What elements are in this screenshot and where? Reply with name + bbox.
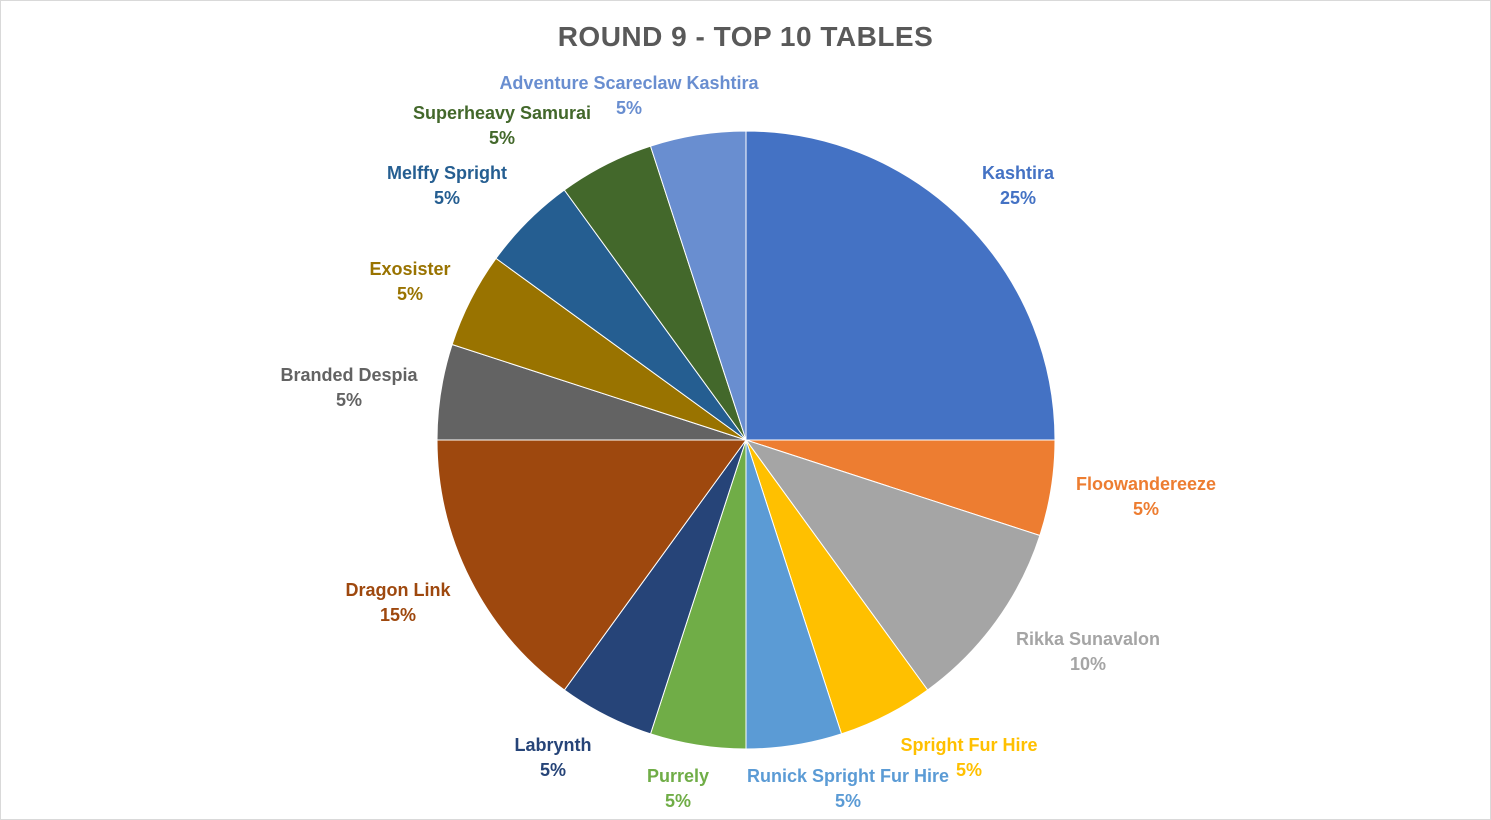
- pie-slice-dragon-link: [436, 439, 747, 691]
- slice-labels: Kashtira 25% Floowandereeze 5% Rikka Sunaval…: [280, 73, 1216, 811]
- pie-slices: [436, 130, 1056, 750]
- slice-label-percent: 25%: [1000, 188, 1036, 208]
- slice-label-name: Runick Spright Fur Hire: [747, 766, 949, 786]
- slice-label-name: Superheavy Samurai: [413, 103, 591, 123]
- slice-label-percent: 10%: [1070, 654, 1106, 674]
- slice-label-name: Labrynth: [514, 735, 591, 755]
- slice-label-percent: 5%: [336, 390, 362, 410]
- slice-label-name: Branded Despia: [280, 365, 418, 385]
- pie-slice-adventure-scareclaw-kashtira: [649, 130, 747, 441]
- pie-slice-rikka-sunavalon: [744, 439, 1041, 691]
- slice-label-percent: 15%: [380, 605, 416, 625]
- slice-label-percent: 5%: [434, 188, 460, 208]
- slice-label-name: Kashtira: [982, 163, 1055, 183]
- pie-slice-kashtira: [745, 130, 1056, 441]
- slice-label-percent: 5%: [1133, 499, 1159, 519]
- slice-label-name: Exosister: [369, 259, 450, 279]
- slice-label-name: Adventure Scareclaw Kashtira: [499, 73, 759, 93]
- slice-label-name: Rikka Sunavalon: [1016, 629, 1160, 649]
- slice-label-percent: 5%: [956, 760, 982, 780]
- slice-label-name: Spright Fur Hire: [900, 735, 1037, 755]
- slice-label-percent: 5%: [397, 284, 423, 304]
- slice-label-name: Dragon Link: [345, 580, 451, 600]
- slice-label-name: Melffy Spright: [387, 163, 507, 183]
- slice-label-percent: 5%: [665, 791, 691, 811]
- slice-label-name: Floowandereeze: [1076, 474, 1216, 494]
- slice-label-name: Purrely: [647, 766, 709, 786]
- slice-label-percent: 5%: [835, 791, 861, 811]
- slice-label-percent: 5%: [540, 760, 566, 780]
- slice-label-percent: 5%: [616, 98, 642, 118]
- slice-label-percent: 5%: [489, 128, 515, 148]
- chart-title: ROUND 9 - TOP 10 TABLES: [557, 21, 934, 52]
